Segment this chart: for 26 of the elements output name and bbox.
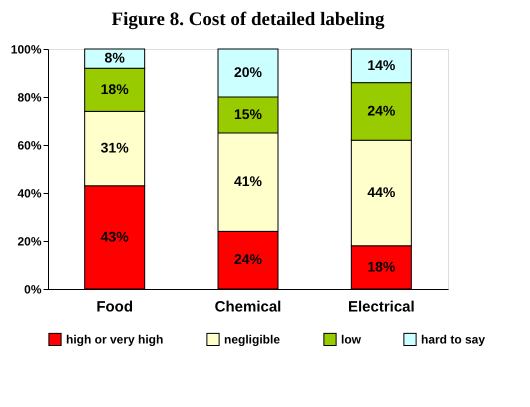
legend-label: high or very high [66, 332, 164, 346]
y-tick-label: 40% [17, 186, 42, 200]
y-tick-label: 0% [24, 282, 42, 296]
y-tick-label: 80% [17, 90, 42, 104]
y-tick-label: 100% [10, 42, 42, 56]
data-label: 8% [104, 50, 126, 66]
data-label: 43% [100, 228, 130, 244]
legend-label: negligible [224, 332, 280, 346]
data-label: 41% [234, 173, 263, 190]
data-label: 18% [367, 258, 396, 274]
data-label: 24% [367, 102, 396, 118]
data-label: 15% [234, 106, 263, 122]
legend-label: hard to say [421, 332, 486, 346]
data-label: 31% [100, 140, 130, 156]
data-label: 44% [367, 184, 396, 200]
y-tick-label: 60% [17, 138, 42, 152]
x-tick-label: Food [96, 298, 133, 316]
data-label: 18% [100, 80, 130, 97]
data-label: 24% [234, 251, 263, 268]
y-tick-label: 20% [17, 234, 42, 248]
data-label: 20% [234, 64, 263, 80]
x-tick-label: Electrical [348, 298, 415, 316]
legend-label: low [341, 332, 362, 346]
x-tick-label: Chemical [214, 298, 282, 316]
chart-title: Figure 8. Cost of detailed labeling [111, 9, 386, 30]
data-label: 14% [367, 56, 396, 73]
